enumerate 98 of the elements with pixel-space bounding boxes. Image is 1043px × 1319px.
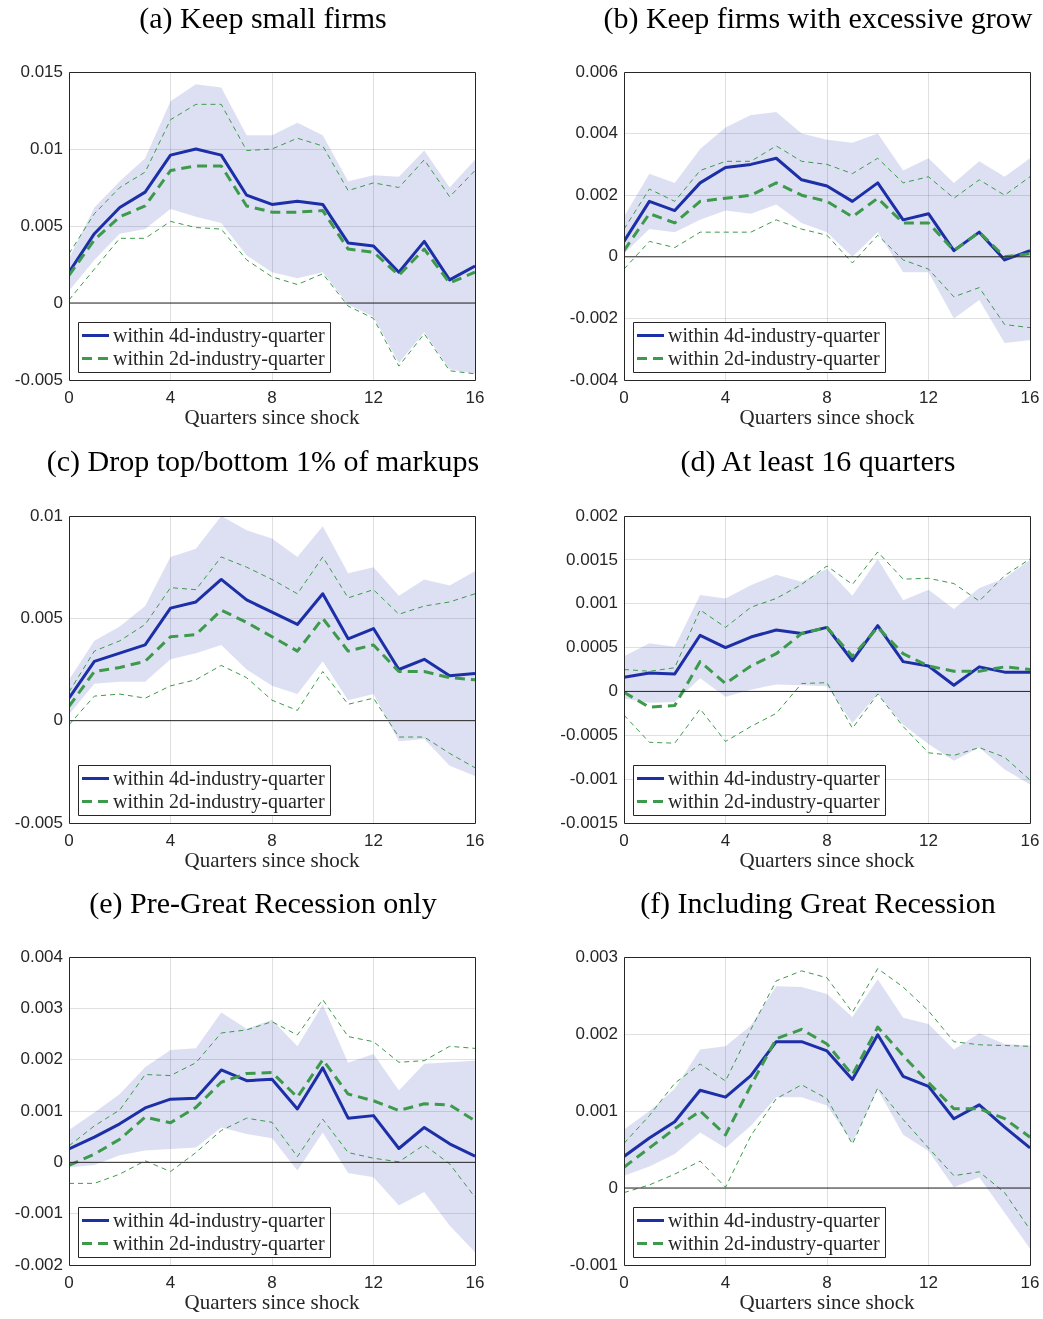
y-tick-label: 0.004 [575,123,618,143]
line-series [69,220,475,375]
x-tick-label: 12 [919,830,938,850]
x-tick-label: 4 [720,830,731,850]
chart-title: (d) At least 16 quarters [680,443,956,479]
y-tick-label: -0.002 [14,1254,63,1274]
line-series [69,664,475,769]
y-tick-label: 0.001 [20,1100,63,1120]
y-tick-label: 0.002 [575,505,618,525]
y-tick-label: 0.005 [20,608,63,628]
y-tick-label: -0.005 [14,812,63,832]
x-tick-label: 8 [822,387,832,407]
y-tick-label: 0.005 [20,215,63,235]
x-tick-label: 12 [919,387,938,407]
x-axis-title: Quarters since shock [739,847,915,872]
x-axis-title: Quarters since shock [184,1289,360,1314]
x-tick-label: 12 [919,1272,938,1292]
legend-label: within 2d-industry-quarter [668,789,880,813]
y-tick-label: -0.001 [569,768,618,788]
legend-label: within 2d-industry-quarter [113,1231,325,1255]
y-tick-label: -0.0005 [560,724,618,744]
y-tick-label: -0.002 [569,308,618,328]
y-tick-label: 0 [53,1152,63,1172]
x-tick-label: 4 [165,1272,176,1292]
line-series [624,625,1030,709]
y-tick-label: 0 [608,1177,618,1197]
x-tick-label: 16 [465,387,485,407]
line-series [624,219,1030,329]
y-tick-label: 0.002 [575,184,618,204]
y-tick-label: 0.001 [575,593,618,613]
x-tick-label: 16 [1020,387,1040,407]
x-axis-title: Quarters since shock [739,404,915,429]
legend-label: within 4d-industry-quarter [668,1208,880,1232]
line-series [69,556,475,693]
y-tick-label: -0.005 [14,369,63,389]
line-series [624,551,1030,672]
y-tick-label: 0.015 [20,61,63,81]
line-series [624,1084,1030,1231]
x-tick-label: 12 [364,387,383,407]
x-tick-label: 12 [364,830,383,850]
legend-label: within 4d-industry-quarter [113,323,325,347]
y-tick-label: 0.004 [20,946,63,966]
y-tick-label: 0.0015 [566,549,618,569]
x-axis-title: Quarters since shock [184,847,360,872]
x-tick-label: 8 [267,1272,277,1292]
chart-title: (b) Keep firms with excessive grow [603,0,1033,36]
legend-label: within 4d-industry-quarter [113,766,325,790]
x-tick-label: 8 [267,387,277,407]
x-tick-label: 4 [720,1272,731,1292]
x-tick-label: 4 [165,830,176,850]
y-tick-label: 0.003 [575,946,618,966]
line-series [624,181,1030,259]
y-tick-label: 0 [608,681,618,701]
chart-title: (f) Including Great Recession [640,885,996,921]
y-tick-label: 0 [53,292,63,312]
x-tick-label: 12 [364,1272,383,1292]
y-tick-label: -0.004 [569,369,618,389]
legend-label: within 4d-industry-quarter [113,1208,325,1232]
x-tick-label: 16 [1020,1272,1040,1292]
line-series [69,1117,475,1198]
x-axis-title: Quarters since shock [184,404,360,429]
y-tick-label: 0.01 [29,138,63,158]
line-series [69,1058,475,1167]
chart-title: (a) Keep small firms [139,0,387,36]
line-series [69,608,475,708]
y-tick-label: 0.002 [20,1049,63,1069]
y-tick-label: -0.001 [14,1203,63,1223]
legend-label: within 2d-industry-quarter [113,789,325,813]
y-tick-label: -0.0015 [560,812,618,832]
y-tick-label: -0.001 [569,1254,618,1274]
legend-label: within 2d-industry-quarter [113,346,325,370]
x-tick-label: 8 [267,830,277,850]
line-series [69,999,475,1147]
x-tick-label: 8 [822,1272,832,1292]
line-series [624,968,1030,1144]
y-tick-label: 0.002 [575,1023,618,1043]
x-tick-label: 4 [165,387,176,407]
legend-label: within 2d-industry-quarter [668,1231,880,1255]
x-axis-title: Quarters since shock [739,1289,915,1314]
y-tick-label: 0 [53,710,63,730]
y-tick-label: 0.001 [575,1100,618,1120]
legend-label: within 4d-industry-quarter [668,323,880,347]
chart-title: (c) Drop top/bottom 1% of markups [46,443,480,479]
line-series [624,145,1030,230]
x-tick-label: 4 [720,387,731,407]
legend-label: within 4d-industry-quarter [668,766,880,790]
x-tick-label: 16 [465,1272,485,1292]
chart-title: (e) Pre-Great Recession only [89,885,437,921]
y-tick-label: 0.01 [29,505,63,525]
y-tick-label: 0 [608,246,618,266]
legend-label: within 2d-industry-quarter [668,346,880,370]
line-series [69,103,475,255]
x-tick-label: 8 [822,830,832,850]
y-tick-label: 0.003 [20,998,63,1018]
y-tick-label: 0.0005 [566,637,618,657]
x-tick-label: 16 [465,830,485,850]
y-tick-label: 0.006 [575,61,618,81]
x-tick-label: 16 [1020,830,1040,850]
